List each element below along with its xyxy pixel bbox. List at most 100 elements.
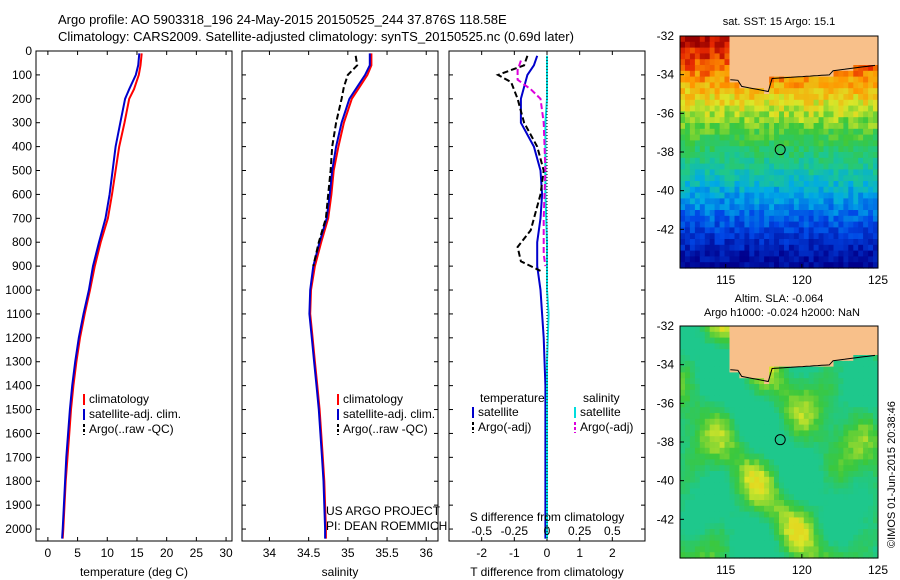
map-cell: [714, 546, 721, 553]
map-cell: [818, 256, 825, 263]
map-cell: [709, 128, 716, 136]
map-cell: [749, 117, 755, 124]
map-cell: [784, 244, 790, 252]
map-cell: [764, 447, 770, 455]
map-cell: [784, 465, 790, 472]
map-cell: [828, 157, 834, 165]
map-cell: [685, 186, 691, 194]
map-cell: [818, 244, 825, 252]
map-cell: [779, 476, 785, 484]
map-cell: [685, 250, 691, 257]
map-cell: [734, 88, 740, 95]
map-cell: [704, 366, 711, 373]
map-cell: [868, 488, 874, 495]
map-cell: [714, 505, 721, 513]
map-cell: [724, 244, 730, 252]
map-cell: [694, 36, 701, 43]
map-cell: [739, 517, 745, 524]
map-cell: [798, 76, 805, 83]
map-cell: [784, 117, 790, 124]
map-cell: [784, 529, 790, 536]
map-cell: [868, 94, 874, 101]
map-cell: [803, 349, 810, 356]
map-cell: [754, 546, 760, 553]
map-cell: [749, 424, 755, 431]
map-cell: [813, 47, 820, 54]
map-cell: [759, 384, 765, 391]
map-cell: [704, 215, 711, 223]
map-cell: [704, 494, 711, 501]
map-cell: [784, 378, 790, 385]
map-cell: [863, 181, 869, 188]
map-cell: [754, 517, 760, 524]
map-cell: [689, 459, 696, 466]
map-cell: [749, 239, 755, 246]
map-cell: [784, 36, 790, 43]
map-cell: [823, 250, 829, 257]
map-cell: [699, 99, 706, 107]
map-cell: [689, 395, 696, 402]
map-cell: [694, 418, 701, 426]
map-cell: [868, 494, 874, 501]
map-cell: [793, 111, 800, 118]
map-cell: [813, 210, 820, 217]
map-cell: [774, 459, 780, 466]
map-cell: [873, 134, 879, 141]
map-cell: [813, 534, 820, 542]
map-cell: [744, 465, 750, 472]
map-cell: [858, 123, 864, 130]
map-cell: [779, 134, 785, 141]
map-cell: [813, 337, 820, 344]
map-cell: [798, 47, 805, 54]
map-cell: [724, 210, 730, 217]
map-cell: [868, 331, 874, 339]
map-cell: [769, 198, 775, 205]
y-tick-label: 800: [12, 235, 32, 249]
map-cell: [779, 523, 785, 530]
map-cell: [689, 157, 696, 165]
map-cell: [694, 413, 701, 420]
map-cell: [784, 215, 790, 223]
map-cell: [680, 76, 686, 83]
map-cell: [724, 76, 730, 83]
map-cell: [719, 465, 726, 472]
map-cell: [744, 256, 750, 263]
map-cell: [694, 128, 701, 136]
map-cell: [863, 59, 869, 66]
map-cell: [749, 436, 755, 443]
map-cell: [858, 418, 864, 426]
map-cell: [853, 366, 859, 373]
map-cell: [739, 326, 745, 333]
map-cell: [699, 256, 706, 263]
map-cell: [779, 430, 785, 437]
map-cell: [779, 65, 785, 72]
map-cell: [868, 349, 874, 356]
map-cell: [803, 256, 810, 263]
map-cell: [779, 59, 785, 66]
map-cell: [685, 476, 691, 484]
map-cell: [843, 140, 849, 147]
map-cell: [828, 111, 834, 118]
map-cell: [714, 529, 721, 536]
map-cell: [798, 442, 805, 449]
map-cell: [843, 430, 849, 437]
map-cell: [813, 453, 820, 460]
map-cell: [689, 546, 696, 553]
map-cell: [873, 372, 879, 379]
credit-text: ©IMOS 01-Jun-2015 20:38:46: [886, 401, 898, 548]
map-cell: [729, 389, 735, 397]
map-cell: [779, 239, 785, 246]
map-cell: [788, 488, 795, 495]
map-cell: [774, 552, 780, 559]
map-cell: [873, 529, 879, 536]
map-cell: [873, 250, 879, 257]
map-cell: [769, 442, 775, 449]
map-cell: [685, 128, 691, 136]
map-cell: [754, 53, 760, 60]
map-cell: [868, 210, 874, 217]
map-cell: [714, 343, 721, 350]
map-cell: [843, 36, 849, 43]
map-cell: [744, 111, 750, 118]
map-cell: [744, 413, 750, 420]
map-cell: [680, 366, 686, 373]
